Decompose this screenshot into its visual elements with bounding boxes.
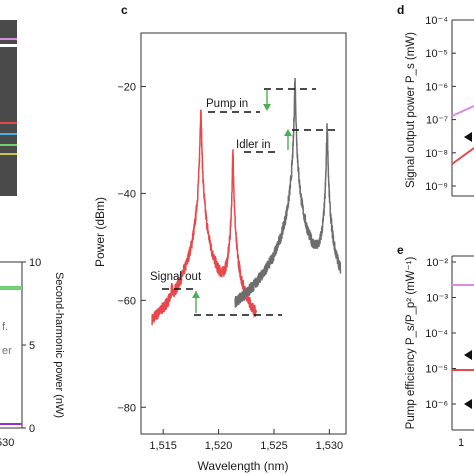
y-tick-label: −20 [117, 81, 136, 93]
e-ticks: 10⁻² 10⁻³ 10⁻⁴ 10⁻⁵ 10⁻⁶ [425, 257, 456, 411]
left-tick-label-10: 10 [29, 257, 41, 269]
y-tick-label: −60 [117, 295, 136, 307]
d-y-axis-title: Signal output power P_s (mW) [405, 32, 417, 188]
y-tick-label: −40 [117, 188, 136, 200]
log-tick-label: 10⁻² [426, 257, 448, 269]
log-tick-label: 10⁻⁵ [425, 48, 448, 60]
left-cut-text-2: er [2, 345, 12, 357]
x-tick-label: 1,530 [316, 440, 344, 452]
label-idler-in: Idler in [236, 139, 271, 151]
e-xtick-label: 1 [458, 437, 464, 449]
x-axis-title: Wavelength (nm) [198, 459, 289, 473]
log-tick-label: 10⁻⁹ [425, 181, 448, 193]
main-spectrum-plot: 1,515 1,520 1,525 1,530 −20 −40 −60 −80 Pump in… [93, 32, 347, 473]
log-tick-label: 10⁻⁴ [425, 328, 448, 340]
dark-image-region [0, 20, 17, 196]
e-marker-triangle-2 [464, 399, 472, 409]
image-pink-line [0, 38, 17, 40]
annotation-group: Pump in Idler in Signal out [150, 88, 340, 316]
x-tick-label: 1,525 [260, 440, 288, 452]
d-ticks: 10⁻⁴ 10⁻⁵ 10⁻⁶ 10⁻⁷ 10⁻⁸ 10⁻⁹ [425, 15, 456, 193]
panel-d: d 10⁻⁴ 10⁻⁵ 10⁻⁶ 10⁻⁷ 10⁻⁸ 10⁻⁹ Signal output… [397, 3, 474, 197]
signal-out-arrow-head [192, 291, 200, 298]
log-tick-label: 10⁻⁸ [425, 148, 448, 160]
plot-frame [140, 32, 347, 435]
y-tick-label: −80 [117, 402, 136, 414]
left-image-panel [0, 20, 17, 196]
image-yellow-line [0, 153, 17, 155]
x-tick-label: 1,515 [149, 440, 177, 452]
panel-letter-e: e [397, 243, 404, 257]
left-tick-label-5: 5 [29, 340, 35, 352]
image-green-line [0, 144, 17, 146]
e-y-axis-title: Pump efficiency P_s/P_p² (mW⁻¹) [405, 257, 417, 430]
left-cut-text-1: f. [2, 321, 8, 333]
d-pink-curve [451, 105, 474, 117]
image-blue-line [0, 133, 17, 135]
panel-letter-c: c [121, 3, 128, 17]
image-white-strip [0, 44, 17, 47]
label-signal-out: Signal out [150, 271, 202, 283]
x-tick-label: 1,520 [205, 440, 233, 452]
series-group [151, 77, 342, 344]
axis-ticks: 1,515 1,520 1,525 1,530 −20 −40 −60 −80 [117, 81, 343, 452]
series-line-1 [234, 77, 342, 308]
log-tick-label: 10⁻⁵ [425, 364, 448, 376]
log-tick-label: 10⁻⁶ [425, 399, 448, 411]
log-tick-label: 10⁻³ [426, 293, 448, 305]
pump-in-arrow-head [263, 104, 271, 111]
left-right-axis-title: Second-harmonic power (nW) [53, 272, 65, 418]
log-tick-label: 10⁻⁴ [425, 15, 448, 27]
e-marker-triangle-1 [464, 350, 472, 360]
log-tick-label: 10⁻⁷ [426, 115, 448, 127]
left-lower-panel: 10 5 0 f. er 530 Second-harmonic power (… [0, 257, 65, 449]
d-marker-triangle [464, 132, 472, 142]
left-tick-label-0: 0 [29, 423, 35, 435]
label-pump-in: Pump in [206, 98, 248, 110]
idler-in-arrow-head [284, 129, 292, 136]
log-tick-label: 10⁻⁶ [425, 81, 448, 93]
left-xtick-label: 530 [0, 437, 14, 449]
panel-e: e 10⁻² 10⁻³ 10⁻⁴ 10⁻⁵ 10⁻⁶ 1 Pump efficiency… [397, 243, 474, 449]
panel-letter-d: d [397, 3, 404, 17]
d-red-curve [451, 147, 474, 165]
y-axis-title: Power (dBm) [93, 197, 107, 267]
series-line-0 [151, 109, 257, 326]
image-red-line [0, 122, 17, 124]
